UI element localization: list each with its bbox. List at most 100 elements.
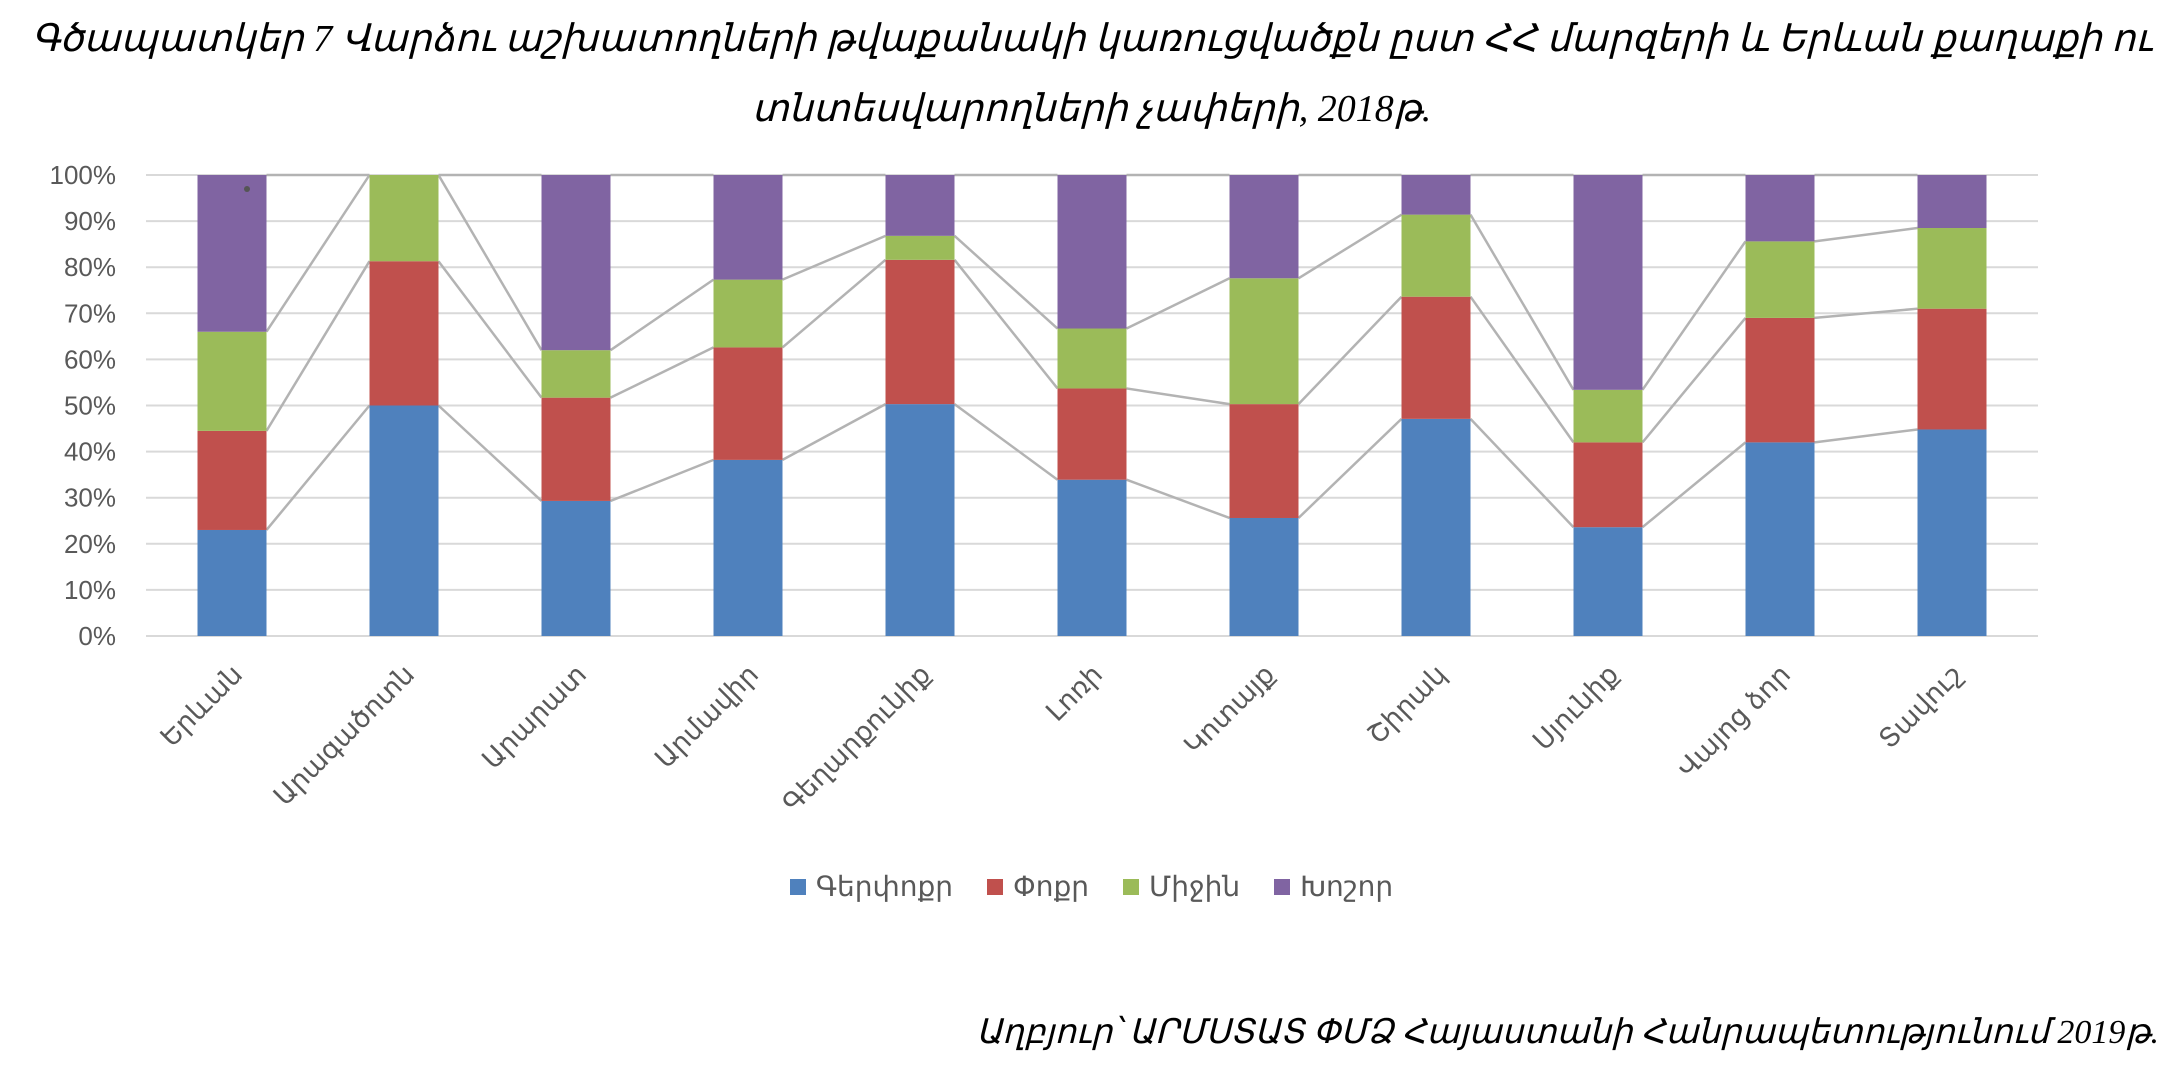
source-note: Աղբյուր՝ ԱՐՄՍՏԱՏ ՓՄՁ Հայաստանի Հանրապետո… bbox=[976, 1014, 2159, 1051]
x-tick-label: Սյունիք bbox=[1527, 659, 1624, 756]
series-line bbox=[1469, 214, 1575, 391]
y-tick-label: 80% bbox=[64, 252, 116, 282]
series-line bbox=[610, 458, 714, 503]
y-tick-label: 40% bbox=[64, 437, 116, 467]
series-line bbox=[1469, 295, 1575, 444]
series-line bbox=[1814, 226, 1918, 243]
bar-segment bbox=[1745, 241, 1815, 318]
y-tick-label: 90% bbox=[64, 206, 116, 236]
series-line bbox=[953, 259, 1059, 390]
series-line bbox=[265, 404, 371, 531]
x-tick-label: Երևան bbox=[155, 659, 248, 752]
series-line bbox=[437, 404, 543, 502]
bar-segment bbox=[885, 235, 955, 260]
series-line bbox=[953, 403, 1059, 481]
bar-segment bbox=[1229, 175, 1299, 279]
bar-segment bbox=[197, 430, 267, 530]
bar-segment bbox=[1917, 228, 1987, 309]
series-line bbox=[1641, 317, 1747, 444]
y-tick-label: 60% bbox=[64, 344, 116, 374]
series-line bbox=[1469, 418, 1575, 529]
bar-segment bbox=[1401, 296, 1471, 419]
bar-segment bbox=[1057, 388, 1127, 480]
legend-item: Խոշոր bbox=[1274, 870, 1393, 903]
series-line bbox=[1297, 213, 1403, 280]
series-line bbox=[265, 174, 371, 333]
bar-segment bbox=[369, 175, 439, 262]
bar-segment bbox=[369, 261, 439, 406]
legend-label: Միջին bbox=[1149, 871, 1241, 902]
legend-item: Միջին bbox=[1123, 870, 1240, 903]
bar-segment bbox=[541, 175, 611, 351]
series-line bbox=[1814, 428, 1918, 444]
bar-segment bbox=[885, 175, 955, 236]
legend-swatch bbox=[987, 878, 1004, 895]
bar-segment bbox=[197, 529, 267, 636]
legend-label: Գերփոքր bbox=[815, 871, 954, 902]
x-tick-label: Արագածոտն bbox=[268, 659, 420, 811]
legend: Գերփոքր Փոքր Միջին Խոշոր bbox=[0, 870, 2183, 903]
y-tick-label: 20% bbox=[64, 529, 116, 559]
legend-item: Փոքր bbox=[987, 870, 1089, 903]
series-line bbox=[953, 234, 1059, 330]
x-tick-label: Լոռի bbox=[1040, 659, 1108, 727]
bar-segment bbox=[713, 279, 783, 348]
bar-segment bbox=[197, 331, 267, 431]
bar-segment bbox=[885, 259, 955, 405]
bar-segment bbox=[1057, 328, 1127, 389]
bar-segment bbox=[1401, 175, 1471, 215]
bar-segment bbox=[1917, 175, 1987, 229]
bar-segment bbox=[1229, 404, 1299, 518]
bar-segment bbox=[885, 404, 955, 636]
bar-segment bbox=[1057, 479, 1127, 636]
y-tick-label: 30% bbox=[64, 483, 116, 513]
bar-segment bbox=[1745, 175, 1815, 242]
x-tick-label: Արմավիր bbox=[649, 659, 764, 774]
legend-label: Փոքր bbox=[1013, 871, 1090, 902]
bar-segment bbox=[1573, 175, 1643, 390]
bar-segment bbox=[713, 347, 783, 460]
bar-segment bbox=[1745, 442, 1815, 636]
series-line bbox=[1125, 277, 1231, 330]
bar-segment bbox=[1401, 418, 1471, 636]
x-tick-label: Արարատ bbox=[476, 659, 592, 775]
bar-segment bbox=[1573, 442, 1643, 528]
series-line bbox=[265, 260, 371, 432]
series-line bbox=[437, 260, 543, 399]
bar-segment bbox=[1745, 317, 1815, 443]
bar-segment bbox=[369, 405, 439, 636]
y-tick-label: 70% bbox=[64, 298, 116, 328]
series-line bbox=[1126, 478, 1230, 520]
x-tick-label: Շիրակ bbox=[1362, 659, 1453, 750]
x-tick-label: Գեղարքունիք bbox=[777, 659, 936, 818]
legend-label: Խոշոր bbox=[1300, 871, 1394, 902]
bar-segment bbox=[1057, 175, 1127, 329]
legend-swatch bbox=[1123, 878, 1140, 895]
legend-swatch bbox=[789, 878, 806, 895]
bar-segment bbox=[713, 459, 783, 636]
bar-segment bbox=[541, 350, 611, 398]
series-line bbox=[1641, 240, 1747, 391]
chart-title-line2: տնտեսվարողների չափերի, 2018թ. bbox=[751, 88, 1432, 130]
y-tick-label: 50% bbox=[64, 391, 116, 421]
y-tick-label: 0% bbox=[78, 621, 116, 651]
series-line bbox=[1126, 387, 1230, 406]
series-line bbox=[782, 234, 886, 281]
bar-segment bbox=[197, 175, 267, 332]
series-line bbox=[1297, 295, 1403, 405]
legend-swatch bbox=[1274, 878, 1291, 895]
bar-segment bbox=[541, 500, 611, 636]
series-line bbox=[609, 346, 715, 399]
chart-title: Գծապատկեր 7 Վարձու աշխատողների թվաքանակի… bbox=[31, 18, 2152, 60]
bar-segment bbox=[713, 175, 783, 280]
series-line bbox=[1814, 307, 1918, 320]
bar-segment bbox=[1917, 429, 1987, 636]
bar-segment bbox=[1229, 517, 1299, 636]
y-tick-label: 100% bbox=[50, 160, 117, 190]
bar-segment bbox=[1401, 214, 1471, 297]
bar-segment bbox=[1573, 527, 1643, 636]
marker-dot bbox=[244, 186, 250, 192]
bar-segment bbox=[1229, 278, 1299, 405]
series-line bbox=[781, 258, 887, 349]
